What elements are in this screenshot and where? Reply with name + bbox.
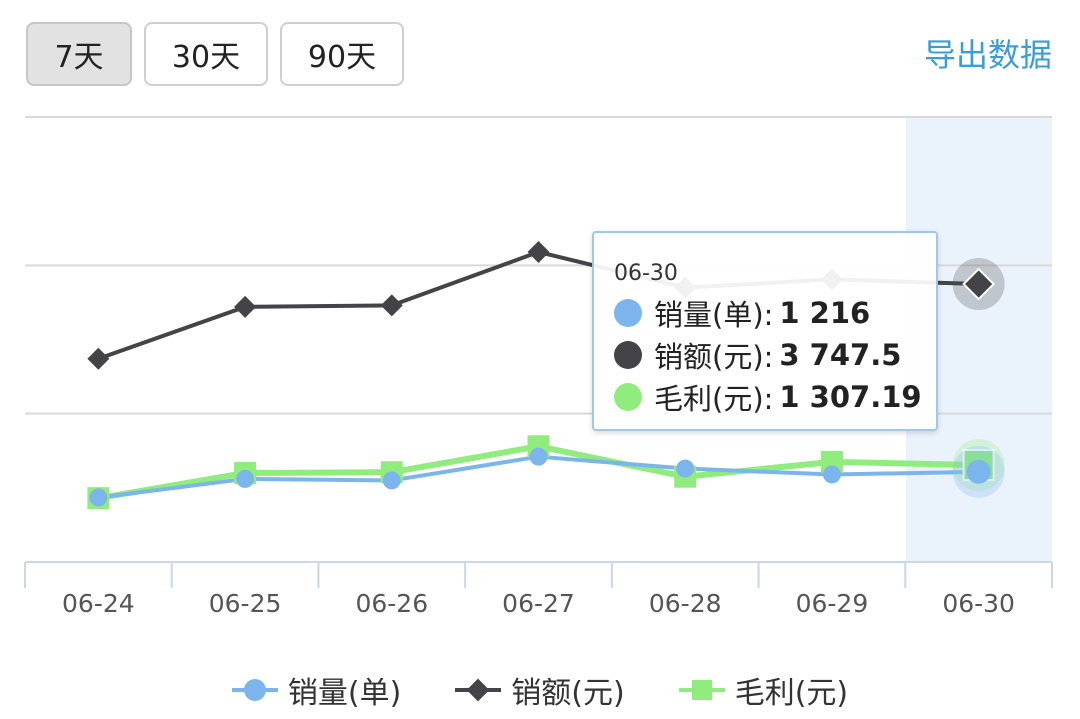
circle-marker-icon <box>231 678 278 702</box>
range-tabs: 7天 30天 90天 <box>26 22 404 86</box>
tooltip-value: 1 307.19 <box>779 380 922 414</box>
data-point[interactable] <box>236 469 255 488</box>
square-marker-icon <box>678 678 725 702</box>
x-tick-label: 06-25 <box>209 589 282 618</box>
tooltip-row-sales-qty: 销量(单): 1 216 <box>614 292 936 334</box>
legend-label: 毛利(元) <box>734 676 849 711</box>
data-point[interactable] <box>382 471 401 490</box>
tab-7-days[interactable]: 7天 <box>26 22 132 86</box>
x-tick-label: 06-24 <box>62 589 135 618</box>
data-point[interactable] <box>527 240 550 263</box>
legend-label: 销量(单) <box>287 676 402 711</box>
chart-legend: 销量(单) 销额(元) 毛利(元) <box>0 668 1080 712</box>
tooltip-row-gross-profit: 毛利(元): 1 307.19 <box>614 376 936 418</box>
data-point[interactable] <box>966 459 991 484</box>
tooltip-label: 销量(单): <box>654 298 774 332</box>
tooltip-row-sales-amount: 销额(元): 3 747.5 <box>614 334 936 376</box>
export-data-link[interactable]: 导出数据 <box>923 36 1052 74</box>
tooltip-value: 3 747.5 <box>779 338 902 372</box>
legend-item-sales-qty[interactable]: 销量(单) <box>231 668 402 712</box>
x-tick-label: 06-28 <box>649 589 722 618</box>
data-point[interactable] <box>962 267 996 301</box>
tooltip-label: 毛利(元): <box>654 382 774 416</box>
x-tick-label: 06-29 <box>796 589 869 618</box>
chart-tooltip: 06-30 销量(单): 1 216 销额(元): 3 747.5 毛利(元):… <box>592 231 938 431</box>
data-point[interactable] <box>676 459 695 478</box>
x-tick-label: 06-27 <box>502 589 575 618</box>
tooltip-value: 1 216 <box>779 296 871 330</box>
diamond-marker-icon <box>455 678 502 702</box>
gross-profit-dot-icon <box>614 383 642 411</box>
data-point[interactable] <box>529 447 548 466</box>
tooltip-label: 销额(元): <box>654 340 774 374</box>
data-point[interactable] <box>380 294 403 317</box>
legend-label: 销额(元) <box>511 676 625 711</box>
data-point[interactable] <box>87 347 110 370</box>
data-point[interactable] <box>822 465 841 484</box>
sales-amount-dot-icon <box>614 341 642 369</box>
data-point[interactable] <box>89 488 108 507</box>
tab-30-days[interactable]: 30天 <box>144 22 268 86</box>
legend-item-sales-amount[interactable]: 销额(元) <box>455 668 625 712</box>
sales-qty-dot-icon <box>614 299 642 327</box>
tooltip-title: 06-30 <box>614 261 678 286</box>
tab-90-days[interactable]: 90天 <box>280 22 404 86</box>
x-tick-label: 06-26 <box>355 589 428 618</box>
data-point[interactable] <box>234 295 257 318</box>
legend-item-gross-profit[interactable]: 毛利(元) <box>678 668 849 712</box>
x-tick-label: 06-30 <box>942 589 1015 618</box>
